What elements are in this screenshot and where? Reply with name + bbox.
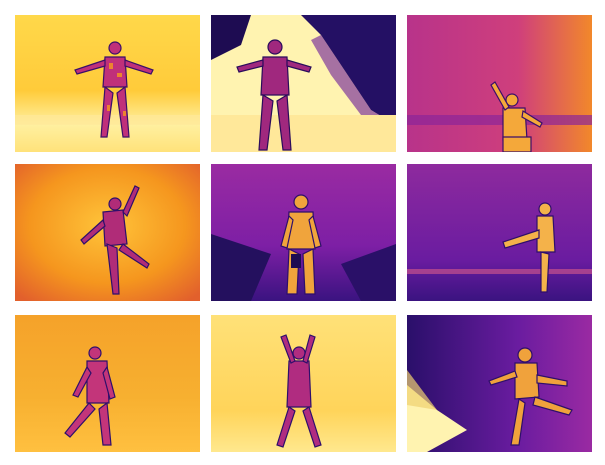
thermal-image-5 — [211, 164, 396, 301]
person-silhouette-7 — [64, 346, 116, 446]
thermal-tile-4 — [15, 164, 200, 301]
person-silhouette-4 — [80, 185, 150, 295]
person-silhouette-6 — [502, 202, 556, 293]
thermal-tile-7 — [15, 315, 200, 452]
person-silhouette-2 — [236, 39, 312, 151]
thermal-image-9 — [407, 315, 592, 452]
person-silhouette-3 — [490, 81, 543, 152]
thermal-image-6 — [407, 164, 592, 301]
thermal-image-7 — [15, 315, 200, 452]
thermal-tile-9 — [407, 315, 592, 452]
thermal-image-2 — [211, 15, 396, 152]
thermal-tile-3 — [407, 15, 592, 152]
person-silhouette-8 — [276, 334, 322, 448]
thermal-tile-6 — [407, 164, 592, 301]
thermal-image-3 — [407, 15, 592, 152]
thermal-tile-2 — [211, 15, 396, 152]
person-silhouette-5 — [280, 194, 322, 295]
thermal-tile-5 — [211, 164, 396, 301]
thermal-image-8 — [211, 315, 396, 452]
thermal-image-4 — [15, 164, 200, 301]
thermal-tile-8 — [211, 315, 396, 452]
thermal-tile-1 — [15, 15, 200, 152]
person-silhouette-1 — [74, 41, 154, 138]
thermal-image-1 — [15, 15, 200, 152]
person-silhouette-9 — [488, 347, 573, 446]
